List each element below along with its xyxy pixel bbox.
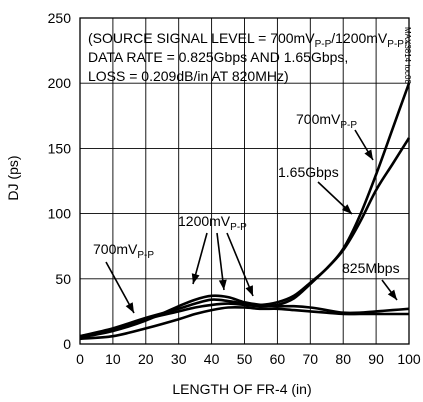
series-curves (79, 82, 411, 341)
label-1-65gbps: 1.65Gbps (278, 164, 339, 180)
y-tick-label: 150 (48, 140, 72, 156)
x-tick-labels: 0 10 20 30 40 50 60 70 80 90 100 (76, 351, 421, 367)
plot-frame (79, 17, 410, 345)
x-tick-label: 80 (335, 351, 351, 367)
label-825mbps: 825Mbps (342, 260, 400, 276)
arrow-head (191, 273, 200, 284)
conditions-line-3: LOSS = 0.209dB/in AT 820MHz) (88, 68, 289, 84)
conditions-line-2: DATA RATE = 0.825Gbps AND 1.65Gbps, (88, 49, 348, 65)
x-tick-label: 40 (204, 351, 220, 367)
chart-code: MAX3814 toc08 (403, 27, 412, 84)
y-tick-label: 100 (48, 206, 72, 222)
arrow-head (218, 279, 227, 290)
x-tick-label: 50 (237, 351, 253, 367)
arrow-head (364, 149, 373, 160)
arrow-head (341, 204, 352, 214)
label-700mv-upper: 700mVP-P (296, 111, 357, 131)
x-axis-label: LENGTH OF FR-4 (in) (172, 381, 311, 397)
y-tick-label: 0 (63, 336, 71, 352)
y-tick-label: 200 (48, 75, 72, 91)
arrow-head (387, 289, 397, 300)
x-tick-label: 100 (397, 351, 421, 367)
x-tick-label: 30 (171, 351, 187, 367)
label-1200mv: 1200mVP-P (178, 213, 247, 233)
series-line-0 (79, 82, 411, 338)
x-tick-label: 70 (303, 351, 319, 367)
x-tick-label: 90 (368, 351, 384, 367)
series-line-2 (79, 294, 410, 339)
y-tick-label: 50 (55, 271, 71, 287)
series-line-3 (79, 305, 409, 341)
x-tick-label: 60 (270, 351, 286, 367)
x-tick-label: 10 (105, 351, 121, 367)
arrow-head (245, 285, 253, 296)
arrow-head (125, 302, 134, 313)
x-tick-label: 0 (76, 351, 84, 367)
y-tick-labels: 0 50 100 150 200 250 (48, 10, 72, 352)
x-tick-label: 20 (138, 351, 154, 367)
y-axis-label: DJ (ps) (5, 155, 21, 200)
label-700mv-lower: 700mVP-P (93, 241, 154, 261)
pointer-line (226, 232, 254, 297)
annotation-arrows (105, 129, 398, 314)
grid (80, 18, 409, 344)
conditions-line-1: (SOURCE SIGNAL LEVEL = 700mVP-P/1200mVP-… (88, 30, 408, 50)
y-tick-label: 250 (48, 10, 72, 26)
